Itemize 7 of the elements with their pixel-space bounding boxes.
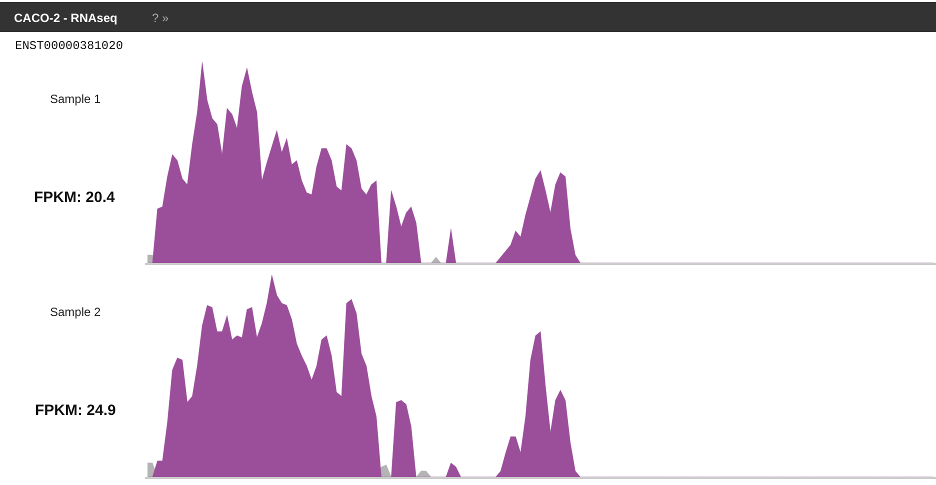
- chart-subtitle: ENST00000381020: [15, 39, 124, 53]
- text: Sample 2: [50, 305, 102, 319]
- chart-title: CACO-2 - RNAseq: [14, 11, 118, 26]
- text: FPKM: 24.9: [35, 402, 116, 419]
- text: FPKM: 20.4: [34, 189, 116, 206]
- text: Sample 1: [50, 92, 102, 106]
- text: ? »: [152, 11, 170, 25]
